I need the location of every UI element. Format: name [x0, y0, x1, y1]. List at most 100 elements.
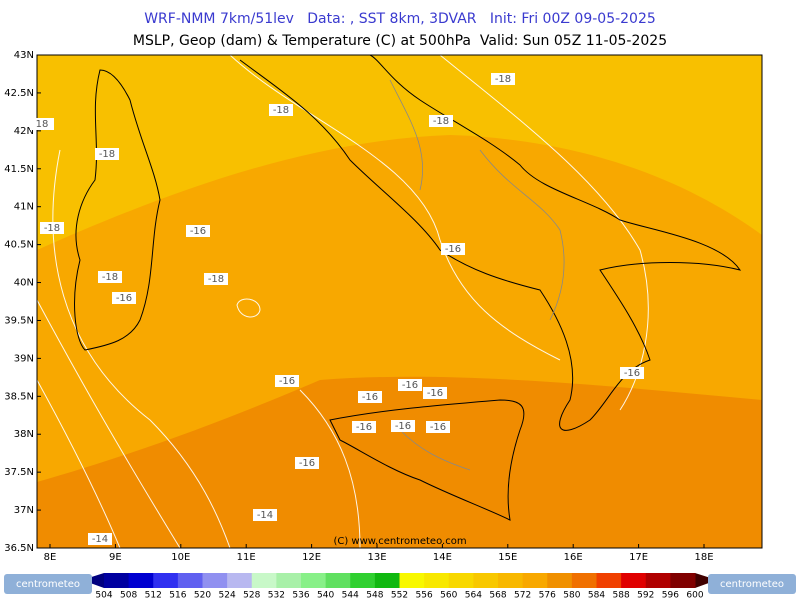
region-border [389, 79, 565, 471]
colorbar-swatch [227, 573, 253, 588]
colorbar-label: 504 [95, 591, 112, 601]
colorbar-swatch [498, 573, 524, 588]
lat-label: 40.5N [4, 240, 34, 251]
contour-label-box [40, 222, 64, 234]
contour-label: -18 [495, 74, 511, 85]
colorbar-label: 568 [489, 591, 506, 601]
colorbar-swatch [251, 573, 277, 588]
colorbar-swatch [177, 573, 203, 588]
contour-label: -16 [299, 458, 315, 469]
lat-label: 43N [14, 50, 34, 61]
lat-label: 38N [14, 429, 34, 440]
contour-label-box [620, 367, 644, 379]
contour-label-box [391, 420, 415, 432]
lat-label: 36.5N [4, 543, 34, 554]
contour-label-box [429, 115, 453, 127]
contour-label-box [358, 391, 382, 403]
colorbar-label: 528 [243, 591, 260, 601]
logo: centrometeo [720, 579, 784, 590]
logo-box [4, 574, 92, 594]
colorbar-swatch [596, 573, 622, 588]
contour-label-box [98, 271, 122, 283]
contour-label-box [441, 243, 465, 255]
title: WRF-NMM 7km/51lev Data: , SST 8km, 3DVAR… [144, 11, 656, 27]
contour-label: 18 [36, 119, 49, 130]
contour-label-box [295, 457, 319, 469]
colorbar-label: 588 [613, 591, 630, 601]
contour-label: -14 [92, 534, 108, 545]
map-frame [36, 54, 763, 549]
contour-label-box [275, 375, 299, 387]
colorbar-label: 564 [465, 591, 482, 601]
lon-label: 11E [237, 552, 256, 563]
contour-label: -18 [273, 105, 289, 116]
contour-label: -16 [190, 226, 206, 237]
colorbar-swatch [128, 573, 154, 588]
lat-label: 42.5N [4, 88, 34, 99]
lon-label: 17E [629, 552, 648, 563]
coastline-sardinia [74, 69, 161, 351]
lat-label: 37N [14, 505, 34, 516]
contour-label-box [112, 292, 136, 304]
colorbar-swatch [276, 573, 302, 588]
colorbar-label: 592 [637, 591, 654, 601]
subtitle: MSLP, Geop (dam) & Temperature (C) at 50… [133, 33, 667, 49]
lon-label: 10E [171, 552, 190, 563]
coastline [239, 54, 742, 431]
isobar [299, 389, 361, 549]
contour-label-box [88, 533, 112, 545]
colorbar-label: 520 [194, 591, 211, 601]
lat-label: 40N [14, 278, 34, 289]
colorbar: 504 508 512 516 520 524 528 532 536 540 544 548 552 5… [82, 573, 717, 601]
colorbar-swatch [670, 573, 696, 588]
colorbar-label: 556 [416, 591, 433, 601]
colorbar-label: 560 [440, 591, 457, 601]
colorbar-swatch [325, 573, 351, 588]
lat-label: 39.5N [4, 315, 34, 326]
colorbar-arrow [82, 573, 104, 588]
contour-label: -16 [362, 392, 378, 403]
colorbar-swatch [473, 573, 499, 588]
contour-label: -16 [116, 293, 132, 304]
colorbar-swatch [645, 573, 671, 588]
colorbar-swatch [301, 573, 327, 588]
isobar [36, 379, 121, 549]
logo-box [708, 574, 796, 594]
lon-label: 16E [564, 552, 583, 563]
colorbar-label: 596 [662, 591, 679, 601]
map [36, 54, 763, 549]
colorbar-label: 552 [391, 591, 408, 601]
contour-label: -18 [433, 116, 449, 127]
contour-label-box [426, 421, 450, 433]
lat-label: 42N [14, 126, 34, 137]
contour-label: -16 [356, 422, 372, 433]
colorbar-swatch [424, 573, 450, 588]
lat-label: 41.5N [4, 164, 34, 175]
contour-label-box [186, 225, 210, 237]
copyright: (C) www.centrometeo.com [333, 536, 466, 547]
logo: centrometeo [16, 579, 80, 590]
contour-label-box [423, 387, 447, 399]
contour-label-box [269, 104, 293, 116]
contour-label-box [204, 273, 228, 285]
contour-label-box [352, 421, 376, 433]
contour-label: -16 [279, 376, 295, 387]
lon-label: 12E [302, 552, 321, 563]
contour-label-box [30, 118, 54, 130]
contour-label-box [253, 509, 277, 521]
contour-label: -16 [395, 421, 411, 432]
colorbar-swatch [399, 573, 425, 588]
contour-label: -16 [402, 380, 418, 391]
colorbar-swatch [153, 573, 179, 588]
colorbar-label: 600 [686, 591, 703, 601]
colorbar-arrow [695, 573, 717, 588]
isobar [229, 54, 561, 361]
contour-label: -18 [44, 223, 60, 234]
colorbar-label: 512 [145, 591, 162, 601]
colorbar-label: 540 [317, 591, 334, 601]
lon-label: 13E [367, 552, 386, 563]
contour-label-box [95, 148, 119, 160]
lat-label: 39N [14, 353, 34, 364]
contour-label-box [491, 73, 515, 85]
